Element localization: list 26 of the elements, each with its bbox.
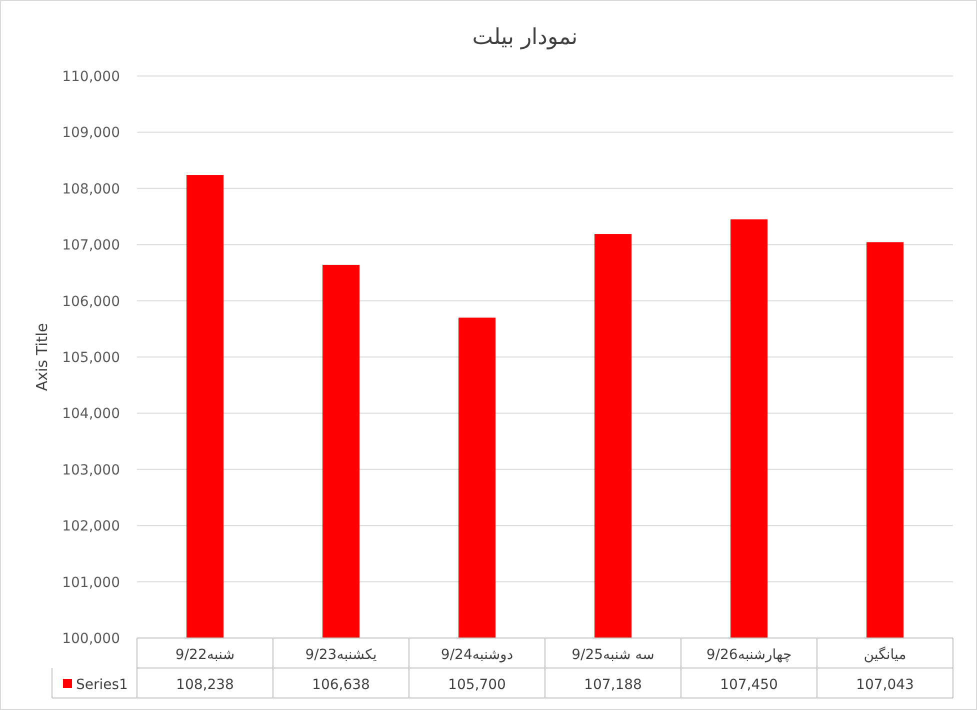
data-label: 108,238 — [176, 677, 234, 693]
y-tick-label: 101,000 — [62, 574, 120, 591]
y-tick-label: 103,000 — [62, 462, 120, 478]
x-tick-label: چهارشنبه9/26 — [706, 647, 792, 663]
y-tick-label: 100,000 — [62, 631, 120, 647]
y-tick-label: 107,000 — [62, 238, 120, 254]
data-label: 107,043 — [856, 677, 914, 693]
y-tick-label: 104,000 — [62, 406, 120, 422]
data-label: 105,700 — [448, 677, 506, 693]
chart-title: نمودار بیلت — [472, 25, 578, 50]
legend-label: Series1 — [76, 677, 128, 693]
x-tick-label: دوشنبه9/24 — [440, 647, 514, 663]
y-tick-label: 109,000 — [62, 125, 120, 142]
y-tick-label: 108,000 — [62, 181, 120, 198]
data-label: 106,638 — [312, 677, 370, 693]
x-tick-label: یکشنبه9/23 — [305, 647, 377, 663]
data-label: 107,450 — [720, 677, 778, 693]
y-axis-title: Axis Title — [33, 322, 51, 392]
y-tick-label: 102,000 — [62, 518, 120, 535]
data-label: 107,188 — [584, 677, 642, 693]
x-tick-label: میانگین — [864, 646, 906, 663]
x-tick-label: سه شنبه9/25 — [572, 647, 654, 663]
x-tick-label: شنبه9/22 — [175, 647, 235, 663]
y-tick-label: 105,000 — [62, 350, 120, 366]
y-tick-label: 110,000 — [62, 69, 120, 85]
y-tick-label: 106,000 — [62, 294, 120, 310]
